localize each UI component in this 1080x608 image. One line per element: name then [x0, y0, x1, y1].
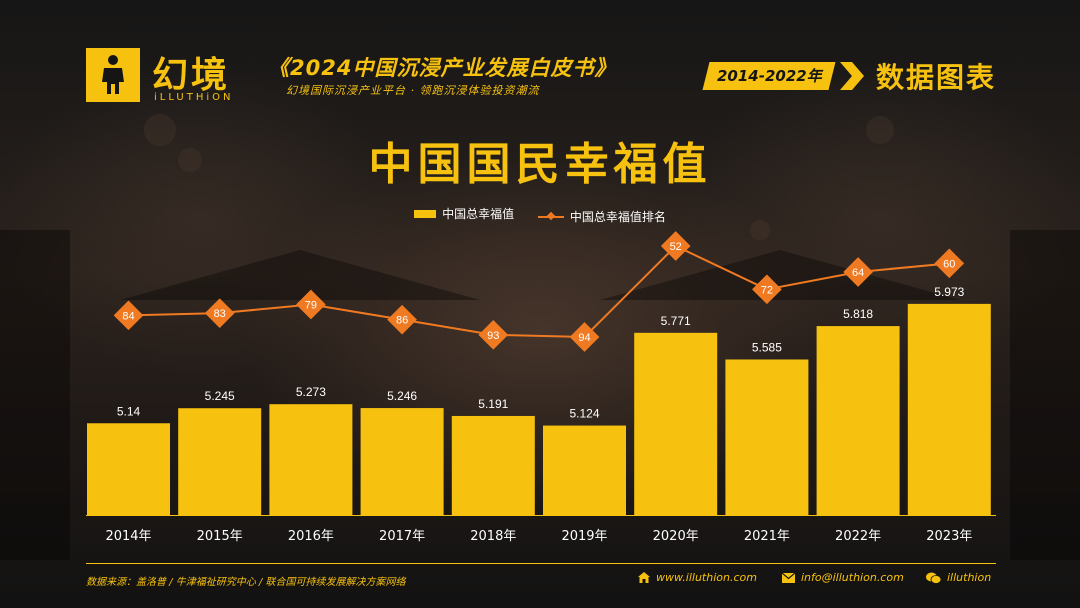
- rank-point: [752, 274, 782, 305]
- mail-icon: [782, 572, 795, 583]
- x-tick-label: 2017年: [379, 529, 425, 544]
- x-tick-label: 2015年: [197, 529, 243, 544]
- x-tick-label: 2021年: [744, 529, 790, 544]
- rank-point: [934, 248, 965, 279]
- rank-value-label: 79: [305, 300, 317, 312]
- logo-figure-icon: [102, 55, 124, 94]
- rank-point: [387, 304, 417, 335]
- legend-label-line: 中国总幸福值排名: [569, 210, 666, 224]
- bar-value-label: 5.124: [569, 407, 599, 421]
- chart-legend: 中国总幸福值 中国总幸福值排名: [0, 205, 1080, 225]
- footer-divider: [86, 563, 996, 564]
- bar-value-label: 5.818: [843, 307, 873, 321]
- website-text: www.illuthion.com: [656, 571, 757, 584]
- email-text: info@illuthion.com: [801, 571, 904, 584]
- bar: [451, 415, 535, 515]
- bar: [269, 404, 353, 515]
- brand-name-cn: 幻境: [152, 55, 231, 96]
- rank-value-label: 86: [396, 315, 408, 327]
- x-tick-label: 2014年: [105, 529, 151, 544]
- rank-value-label: 52: [670, 241, 682, 253]
- legend-item-bar: 中国总幸福值: [414, 205, 514, 222]
- rank-value-label: 94: [578, 332, 590, 344]
- bar-value-label: 5.191: [478, 397, 508, 411]
- rank-value-label: 93: [487, 330, 499, 342]
- bar: [543, 425, 626, 515]
- legend-line-swatch: [537, 215, 564, 218]
- bar: [816, 326, 900, 515]
- x-tick-label: 2023年: [926, 529, 972, 544]
- bar: [360, 408, 444, 515]
- legend-bar-swatch: [414, 209, 437, 218]
- bar: [87, 423, 170, 515]
- x-tick-label: 2022年: [835, 529, 881, 544]
- bar: [634, 332, 718, 515]
- bar-value-label: 5.273: [296, 385, 326, 399]
- x-tick-label: 2016年: [288, 529, 334, 544]
- bar-value-label: 5.973: [934, 285, 964, 299]
- rank-point: [204, 298, 235, 329]
- x-tick-label: 2018年: [470, 529, 516, 544]
- legend-label-bar: 中国总幸福值: [442, 207, 515, 221]
- rank-point: [113, 300, 144, 331]
- rank-value-label: 64: [852, 267, 864, 279]
- home-icon: [638, 572, 650, 583]
- rank-point: [296, 289, 326, 320]
- bar-value-label: 5.246: [387, 389, 417, 403]
- legend-item-line: 中国总幸福值排名: [537, 208, 666, 225]
- chart-title: 中国国民幸福值: [368, 139, 712, 190]
- wechat-text: illuthion: [947, 571, 992, 584]
- bar: [178, 408, 262, 515]
- wechat-icon: [926, 572, 941, 584]
- x-tick-label: 2020年: [653, 529, 699, 544]
- chevron-right-icon: [840, 62, 864, 90]
- logo-box: [86, 48, 140, 102]
- rank-value-label: 72: [761, 284, 773, 296]
- footer-wechat[interactable]: illuthion: [926, 571, 991, 584]
- rank-point: [569, 322, 600, 352]
- rank-value-label: 83: [214, 308, 226, 320]
- bar-value-label: 5.585: [752, 340, 782, 354]
- rank-point: [843, 257, 873, 287]
- rank-series-line: [128, 244, 950, 339]
- rank-point: [478, 319, 509, 350]
- brand-name-en: iLLUTHiON: [154, 92, 234, 103]
- x-tick-label: 2019年: [561, 529, 607, 544]
- bar: [725, 359, 809, 515]
- rank-point: [660, 231, 691, 261]
- bar-value-label: 5.14: [117, 404, 141, 418]
- rank-value-label: 60: [943, 258, 955, 270]
- footer-email[interactable]: info@illuthion.com: [782, 571, 904, 584]
- bar: [907, 303, 991, 515]
- rank-value-label: 84: [122, 310, 134, 322]
- footer-website[interactable]: www.illuthion.com: [638, 571, 757, 584]
- footer-source: 数据来源：盖洛普 / 牛津福祉研究中心 / 联合国可持续发展解决方案网络: [86, 577, 406, 588]
- book-subtitle: 幻境国际沉浸产业平台 · 领跑沉浸体验投资潮流: [286, 84, 540, 97]
- bar-value-label: 5.245: [205, 389, 235, 403]
- bar-value-label: 5.771: [661, 314, 691, 328]
- book-title: 《2024中国沉浸产业发展白皮书》: [268, 56, 617, 80]
- section-tag: 数据图表: [876, 61, 997, 94]
